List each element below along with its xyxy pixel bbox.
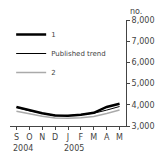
svg-text:no.: no. — [130, 7, 142, 16]
svg-text:M: M — [116, 133, 123, 142]
svg-text:3,000: 3,000 — [132, 122, 155, 131]
svg-text:D: D — [52, 133, 58, 142]
svg-text:7,000: 7,000 — [132, 37, 155, 46]
svg-text:2: 2 — [51, 69, 55, 77]
svg-text:6,000: 6,000 — [132, 58, 155, 67]
svg-text:F: F — [79, 133, 84, 142]
svg-text:5,000: 5,000 — [132, 79, 155, 88]
svg-text:S: S — [14, 133, 19, 142]
svg-text:Published trend: Published trend — [51, 50, 106, 58]
svg-text:O: O — [26, 133, 32, 142]
svg-text:N: N — [39, 133, 45, 142]
svg-text:4,000: 4,000 — [132, 101, 155, 110]
svg-text:8,000: 8,000 — [132, 16, 155, 25]
svg-text:J: J — [66, 133, 69, 142]
svg-text:M: M — [90, 133, 97, 142]
svg-text:2004: 2004 — [13, 144, 33, 153]
svg-text:A: A — [104, 133, 110, 142]
svg-text:2005: 2005 — [64, 144, 84, 153]
svg-text:1: 1 — [51, 31, 55, 39]
